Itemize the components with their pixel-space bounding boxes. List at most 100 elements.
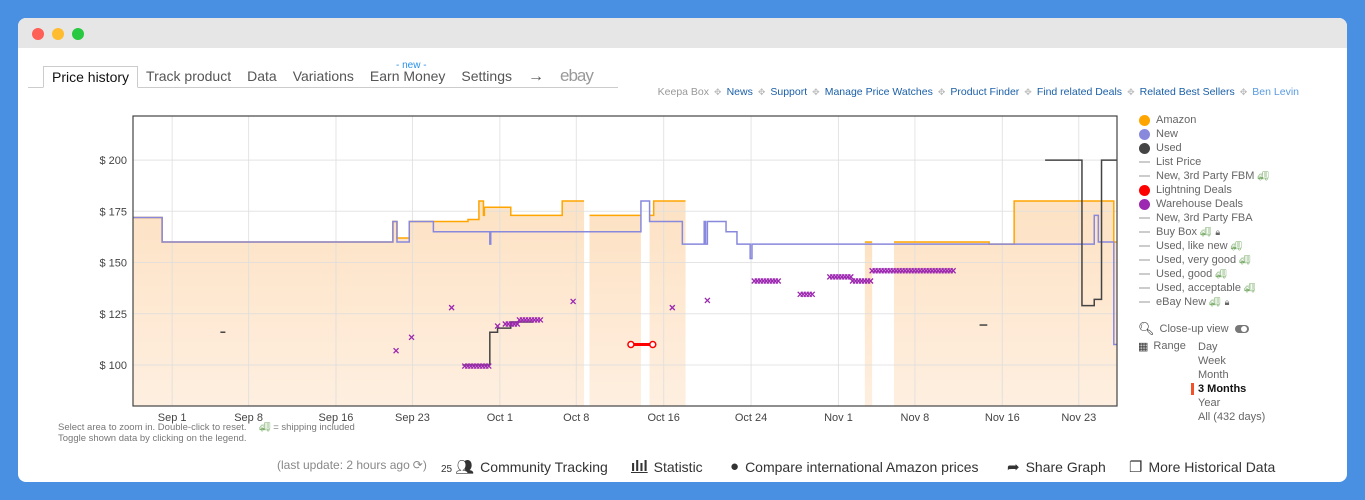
range-option[interactable]: Week: [1198, 354, 1265, 368]
legend-item[interactable]: New: [1138, 127, 1269, 141]
truck-icon: 🚚︎: [1239, 254, 1251, 265]
legend-item[interactable]: Warehouse Deals: [1138, 197, 1269, 211]
legend-item[interactable]: eBay New 🚚︎ 🔒︎: [1138, 295, 1269, 309]
compare-label: Compare international Amazon prices: [745, 458, 979, 475]
warehouse-deals-marker: [537, 316, 544, 323]
link-manage-price-watches[interactable]: Manage Price Watches: [824, 86, 933, 98]
closeup-label: Close-up view: [1159, 323, 1229, 335]
warehouse-deals-marker: [494, 323, 501, 330]
community-label: Community Tracking: [480, 459, 608, 475]
price-history-chart[interactable]: $ 100 $ 125 $ 150 $ 175 $ 200 Sep 1 Sep 8 Sep 1…: [18, 18, 1347, 482]
compare-prices-link[interactable]: ● Compare international Amazon prices: [730, 458, 979, 475]
x-tick-label: Sep 16: [319, 412, 354, 424]
range-option[interactable]: Day: [1198, 340, 1265, 354]
user-link[interactable]: Ben Levin: [1252, 86, 1299, 98]
x-tick-label: Nov 16: [985, 412, 1020, 424]
amazon-area-fill: [864, 242, 873, 406]
closeup-toggle[interactable]: 🔍︎ Close-up view: [1138, 321, 1249, 337]
legend-item[interactable]: Used, acceptable 🚚︎: [1138, 281, 1269, 295]
range-option-label: All (432 days): [1198, 411, 1266, 423]
copy-icon: ❐: [1129, 459, 1143, 476]
maximize-window-button[interactable]: [72, 28, 84, 40]
range-option[interactable]: Month: [1198, 368, 1265, 382]
x-tick-label: Sep 23: [395, 412, 430, 424]
close-window-button[interactable]: [32, 28, 44, 40]
legend-line-icon: [1138, 301, 1150, 303]
tab-variations[interactable]: Variations: [284, 66, 362, 88]
tab-settings[interactable]: Settings: [453, 66, 520, 88]
legend-dot-icon: [1138, 184, 1150, 196]
x-tick-label: Oct 24: [735, 412, 767, 424]
chart-legend: Amazon New Used List Price New, 3rd Party FB…: [1138, 113, 1269, 309]
link-news[interactable]: News: [726, 86, 753, 98]
legend-item[interactable]: New, 3rd Party FBM 🚚︎: [1138, 169, 1269, 183]
refresh-icon[interactable]: ⟳): [412, 458, 427, 472]
link-support[interactable]: Support: [770, 86, 808, 98]
warehouse-deals-marker: [669, 304, 676, 311]
legend-item[interactable]: Buy Box 🚚︎ 🔒︎: [1138, 225, 1269, 239]
truck-icon: 🚚︎: [1230, 240, 1242, 251]
legend-item[interactable]: Used, like new 🚚︎: [1138, 239, 1269, 253]
separator-icon: ✥: [757, 87, 766, 97]
y-tick-label: $ 200: [99, 155, 127, 167]
legend-item[interactable]: Amazon: [1138, 113, 1269, 127]
link-find-related-deals[interactable]: Find related Deals: [1036, 86, 1123, 98]
legend-item[interactable]: Lightning Deals: [1138, 183, 1269, 197]
y-tick-label: $ 100: [99, 360, 127, 372]
separator-icon: ✥: [1127, 87, 1135, 97]
tab-ebay[interactable]: ebay: [551, 66, 601, 88]
truck-icon: 🚚︎: [1257, 170, 1269, 181]
legend-dot-icon: [1138, 114, 1150, 126]
legend-label: New, 3rd Party FBM: [1156, 170, 1255, 182]
legend-item[interactable]: Used, good 🚚︎: [1138, 267, 1269, 281]
statistic-link[interactable]: ılıl Statistic: [631, 458, 703, 475]
range-option-label: 3 Months: [1198, 383, 1247, 395]
range-label: Range: [1153, 340, 1186, 352]
warehouse-deals-marker: [867, 278, 874, 284]
amazon-area-fill: [893, 201, 1117, 406]
range-option[interactable]: All (432 days): [1198, 410, 1265, 424]
legend-item[interactable]: New, 3rd Party FBA: [1138, 211, 1269, 225]
y-tick-label: $ 175: [99, 206, 127, 218]
toggle-switch[interactable]: [1234, 325, 1249, 333]
more-historical-data-link[interactable]: ❐ More Historical Data: [1129, 458, 1275, 476]
amazon-area-fill: [649, 201, 686, 406]
last-update[interactable]: (last update: 2 hours ago ⟳): [277, 458, 427, 472]
tab-price-history[interactable]: Price history: [43, 66, 139, 88]
used-line: [1045, 159, 1117, 307]
share-icon: ➦: [1007, 459, 1020, 476]
truck-icon: 🚚︎: [1215, 268, 1227, 279]
link-product-finder[interactable]: Product Finder: [950, 86, 1020, 98]
warehouse-deals-marker: [514, 321, 521, 327]
help-text-zoom: Select area to zoom in. Double-click to …: [58, 422, 247, 433]
legend-label: Warehouse Deals: [1156, 198, 1244, 210]
legend-label: New, 3rd Party FBA: [1156, 212, 1253, 224]
legend-line-icon: [1138, 245, 1150, 247]
new-badge: - new -: [396, 60, 427, 71]
x-tick-label: Nov 8: [901, 412, 930, 424]
plot-border: [132, 115, 1118, 407]
share-graph-link[interactable]: ➦ Share Graph: [1007, 458, 1106, 476]
legend-item[interactable]: Used: [1138, 141, 1269, 155]
amazon-line: [893, 200, 1117, 245]
x-tick-label: Nov 23: [1061, 412, 1096, 424]
legend-item[interactable]: List Price: [1138, 155, 1269, 169]
link-related-best-sellers[interactable]: Related Best Sellers: [1139, 86, 1235, 98]
lock-icon: 🔒︎: [1224, 296, 1230, 307]
y-tick-label: $ 150: [99, 258, 127, 270]
range-option[interactable]: 3 Months: [1191, 382, 1265, 396]
range-option[interactable]: Year: [1198, 396, 1265, 410]
tab-track-product[interactable]: Track product: [138, 66, 240, 88]
separator-icon: ✥: [812, 87, 820, 97]
legend-label: Used, good: [1156, 268, 1213, 280]
search-icon: 🔍︎: [1138, 321, 1155, 336]
minimize-window-button[interactable]: [52, 28, 64, 40]
last-update-text: (last update: 2 hours ago: [277, 458, 410, 472]
legend-label: eBay New: [1156, 296, 1207, 308]
tab-data[interactable]: Data: [239, 66, 285, 88]
arrow-icon[interactable]: →: [519, 66, 552, 88]
community-tracking-link[interactable]: 25 👥︎ Community Tracking: [441, 458, 608, 476]
tab-earn-money[interactable]: Earn Money: [361, 66, 454, 88]
legend-item[interactable]: Used, very good 🚚︎: [1138, 253, 1269, 267]
keepa-links: Keepa Box ✥ News ✥ Support ✥ Manage Price Watc…: [658, 86, 1299, 98]
